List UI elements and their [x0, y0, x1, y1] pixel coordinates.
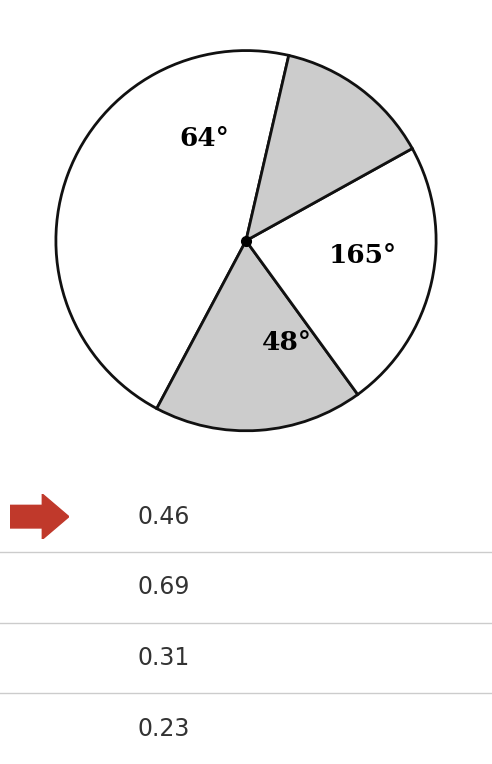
Text: 0.31: 0.31	[138, 646, 190, 670]
Wedge shape	[246, 56, 412, 241]
Text: 0.46: 0.46	[138, 505, 190, 529]
Wedge shape	[246, 148, 436, 394]
Text: 64°: 64°	[180, 126, 230, 151]
Wedge shape	[56, 50, 289, 409]
Wedge shape	[157, 241, 358, 431]
Text: 165°: 165°	[329, 242, 397, 267]
Text: 48°: 48°	[262, 330, 312, 355]
Text: 0.23: 0.23	[138, 717, 190, 740]
Text: 0.69: 0.69	[138, 575, 190, 599]
